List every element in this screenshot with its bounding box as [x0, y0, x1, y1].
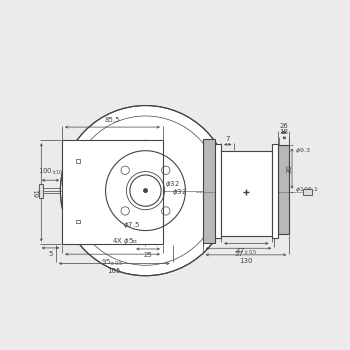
Text: 47$_{\pm0.5}$: 47$_{\pm0.5}$	[235, 246, 258, 257]
Text: 61: 61	[34, 188, 40, 197]
Bar	[76, 159, 80, 163]
Bar	[62, 140, 163, 244]
Text: 25: 25	[144, 252, 153, 258]
Bar	[39, 184, 43, 197]
Text: 7: 7	[225, 136, 230, 142]
Bar	[215, 144, 221, 238]
Text: 100$_{\pm10}$: 100$_{\pm10}$	[38, 167, 63, 177]
Bar	[203, 139, 215, 243]
Text: 105: 105	[107, 268, 121, 274]
Text: 57: 57	[234, 251, 243, 257]
Bar	[221, 151, 272, 236]
Text: $\phi$32: $\phi$32	[173, 187, 187, 197]
Text: 130: 130	[239, 258, 253, 264]
Text: $\phi$32: $\phi$32	[164, 179, 179, 189]
Bar	[76, 219, 80, 223]
Text: 26: 26	[279, 123, 288, 129]
Text: 18: 18	[279, 129, 288, 135]
Text: 85.5: 85.5	[105, 117, 120, 123]
Bar	[278, 146, 289, 234]
Text: $\phi$106.1: $\phi$106.1	[295, 186, 319, 195]
Text: 95$_{\pm0.5}$: 95$_{\pm0.5}$	[101, 258, 124, 268]
Circle shape	[144, 189, 148, 193]
Text: 30: 30	[286, 164, 292, 173]
Bar	[272, 144, 278, 238]
Text: 4X $\phi$5穴: 4X $\phi$5穴	[112, 236, 138, 246]
Text: 5: 5	[48, 251, 53, 257]
Text: $\phi$7.5: $\phi$7.5	[123, 220, 140, 230]
Text: $\phi$9.3: $\phi$9.3	[295, 146, 311, 155]
Bar	[303, 189, 312, 195]
Circle shape	[61, 106, 231, 276]
